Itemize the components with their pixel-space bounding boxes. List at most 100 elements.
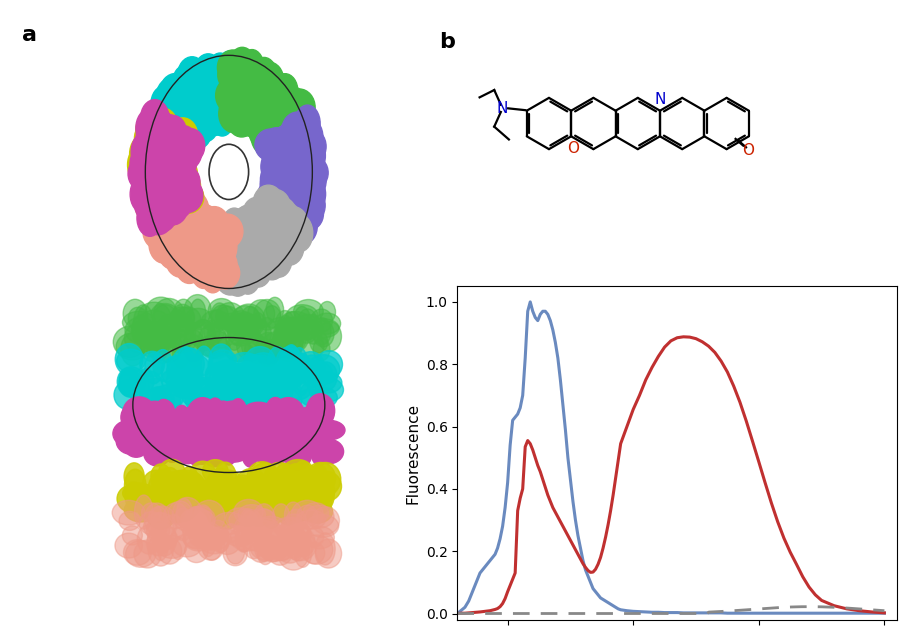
Ellipse shape (267, 402, 286, 429)
Ellipse shape (159, 459, 185, 486)
Ellipse shape (288, 478, 309, 509)
Ellipse shape (292, 483, 323, 518)
Ellipse shape (178, 426, 204, 458)
Ellipse shape (194, 54, 223, 90)
Ellipse shape (275, 409, 294, 441)
Ellipse shape (163, 476, 185, 505)
Ellipse shape (273, 152, 299, 188)
Ellipse shape (113, 326, 146, 357)
Ellipse shape (130, 175, 158, 213)
Ellipse shape (284, 190, 313, 226)
Ellipse shape (221, 441, 236, 465)
Ellipse shape (135, 188, 165, 222)
Ellipse shape (214, 529, 240, 555)
Ellipse shape (234, 515, 262, 543)
Ellipse shape (175, 435, 201, 464)
Ellipse shape (284, 473, 310, 502)
Ellipse shape (174, 406, 189, 430)
Ellipse shape (236, 497, 260, 526)
Ellipse shape (225, 432, 248, 451)
Ellipse shape (265, 371, 292, 390)
Ellipse shape (140, 134, 167, 172)
Ellipse shape (236, 469, 266, 500)
Ellipse shape (184, 491, 204, 511)
Ellipse shape (130, 158, 155, 190)
Ellipse shape (230, 420, 248, 453)
Ellipse shape (225, 376, 242, 403)
Ellipse shape (142, 178, 169, 210)
Ellipse shape (269, 336, 294, 357)
Ellipse shape (267, 225, 295, 258)
Ellipse shape (181, 381, 198, 404)
Ellipse shape (275, 310, 294, 337)
Ellipse shape (181, 508, 213, 530)
Ellipse shape (296, 505, 318, 527)
Ellipse shape (275, 320, 299, 341)
Ellipse shape (173, 386, 201, 418)
Ellipse shape (217, 51, 242, 90)
Ellipse shape (284, 502, 302, 528)
Ellipse shape (189, 461, 216, 488)
Ellipse shape (200, 233, 231, 267)
Ellipse shape (149, 473, 169, 506)
Ellipse shape (252, 228, 281, 263)
Ellipse shape (263, 135, 287, 166)
Ellipse shape (234, 416, 261, 438)
Ellipse shape (232, 224, 263, 259)
Ellipse shape (171, 130, 200, 165)
Ellipse shape (143, 115, 169, 152)
Ellipse shape (277, 98, 304, 129)
Ellipse shape (188, 480, 217, 509)
Ellipse shape (169, 493, 197, 521)
Ellipse shape (291, 132, 316, 170)
Ellipse shape (313, 313, 341, 334)
Ellipse shape (200, 255, 226, 293)
Ellipse shape (172, 313, 193, 347)
Ellipse shape (238, 205, 268, 240)
Ellipse shape (161, 170, 190, 208)
Ellipse shape (241, 433, 258, 467)
Ellipse shape (284, 464, 306, 497)
Ellipse shape (138, 145, 165, 181)
Ellipse shape (268, 540, 293, 565)
Ellipse shape (116, 428, 146, 454)
Ellipse shape (185, 322, 203, 344)
Ellipse shape (315, 533, 335, 565)
Ellipse shape (255, 129, 286, 161)
Ellipse shape (215, 257, 246, 295)
Ellipse shape (159, 207, 188, 239)
Ellipse shape (264, 528, 291, 551)
Ellipse shape (164, 182, 192, 213)
Ellipse shape (288, 502, 310, 521)
Ellipse shape (139, 144, 168, 181)
Ellipse shape (297, 352, 324, 379)
Ellipse shape (282, 312, 304, 340)
Ellipse shape (230, 524, 264, 551)
Ellipse shape (266, 183, 294, 215)
Ellipse shape (219, 227, 251, 265)
Ellipse shape (232, 94, 260, 125)
Ellipse shape (148, 526, 178, 551)
Ellipse shape (237, 234, 263, 267)
Ellipse shape (268, 478, 297, 497)
Ellipse shape (152, 480, 181, 506)
Ellipse shape (310, 432, 329, 466)
Ellipse shape (200, 523, 222, 550)
Ellipse shape (273, 322, 304, 355)
Ellipse shape (188, 212, 218, 251)
Ellipse shape (144, 503, 169, 535)
Ellipse shape (181, 88, 208, 123)
Ellipse shape (181, 363, 203, 391)
Ellipse shape (271, 212, 295, 244)
Ellipse shape (193, 205, 218, 236)
Ellipse shape (128, 307, 148, 330)
Ellipse shape (174, 307, 201, 332)
Ellipse shape (188, 336, 203, 367)
Ellipse shape (161, 190, 188, 226)
Ellipse shape (208, 310, 226, 342)
Ellipse shape (276, 86, 306, 122)
Ellipse shape (158, 100, 189, 133)
Ellipse shape (277, 357, 297, 390)
Ellipse shape (248, 240, 273, 271)
Ellipse shape (166, 426, 194, 444)
